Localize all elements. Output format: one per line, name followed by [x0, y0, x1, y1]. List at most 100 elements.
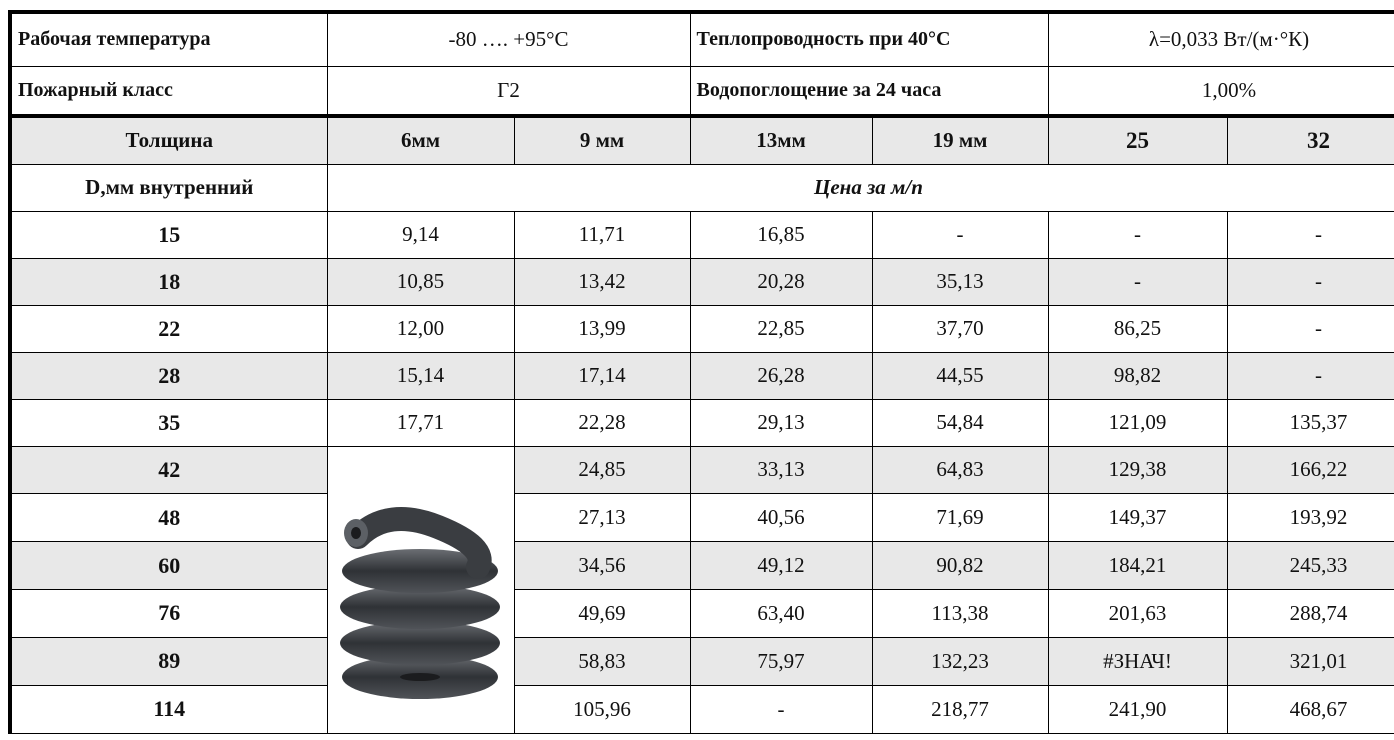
price: 49,12: [690, 542, 872, 590]
price: 86,25: [1048, 305, 1227, 352]
price: 26,28: [690, 352, 872, 399]
price: 17,14: [514, 352, 690, 399]
price: 218,77: [872, 685, 1048, 733]
price: 49,69: [514, 589, 690, 637]
diameter: 22: [10, 305, 327, 352]
spec-value: Г2: [327, 66, 690, 116]
price: -: [1227, 258, 1394, 305]
price: 135,37: [1227, 399, 1394, 446]
diameter: 60: [10, 542, 327, 590]
thickness-label: Толщина: [10, 116, 327, 164]
price: 44,55: [872, 352, 1048, 399]
price: -: [1048, 258, 1227, 305]
price: 37,70: [872, 305, 1048, 352]
price: #ЗНАЧ!: [1048, 637, 1227, 685]
price: 40,56: [690, 494, 872, 542]
price: 105,96: [514, 685, 690, 733]
price: -: [690, 685, 872, 733]
price: 149,37: [1048, 494, 1227, 542]
price: 29,13: [690, 399, 872, 446]
product-image: [327, 446, 514, 733]
price: 20,28: [690, 258, 872, 305]
price: 98,82: [1048, 352, 1227, 399]
price: 64,83: [872, 446, 1048, 494]
price: -: [1227, 305, 1394, 352]
price: 63,40: [690, 589, 872, 637]
thickness-header: 13мм: [690, 116, 872, 164]
price: -: [1227, 211, 1394, 258]
price: 15,14: [327, 352, 514, 399]
price: 245,33: [1227, 542, 1394, 590]
thickness-header: 19 мм: [872, 116, 1048, 164]
diameter: 48: [10, 494, 327, 542]
price: 241,90: [1048, 685, 1227, 733]
diameter: 114: [10, 685, 327, 733]
diameter-label: D,мм внутренний: [10, 164, 327, 211]
price: 33,13: [690, 446, 872, 494]
price: 113,38: [872, 589, 1048, 637]
diameter: 18: [10, 258, 327, 305]
price: 184,21: [1048, 542, 1227, 590]
price: 34,56: [514, 542, 690, 590]
price: 13,42: [514, 258, 690, 305]
price: 58,83: [514, 637, 690, 685]
price: -: [1048, 211, 1227, 258]
price: 90,82: [872, 542, 1048, 590]
spec-value: -80 …. +95°С: [327, 12, 690, 66]
price: 132,23: [872, 637, 1048, 685]
insulation-coil-icon: [328, 447, 515, 727]
price: 17,71: [327, 399, 514, 446]
price: 288,74: [1227, 589, 1394, 637]
price: -: [872, 211, 1048, 258]
thickness-header: 25: [1048, 116, 1227, 164]
price: 22,28: [514, 399, 690, 446]
thickness-header: 6мм: [327, 116, 514, 164]
price: 321,01: [1227, 637, 1394, 685]
price: 468,67: [1227, 685, 1394, 733]
spec-label: Теплопроводность при 40°С: [690, 12, 1048, 66]
price: 121,09: [1048, 399, 1227, 446]
price: 10,85: [327, 258, 514, 305]
diameter: 15: [10, 211, 327, 258]
diameter: 28: [10, 352, 327, 399]
spec-value: λ=0,033 Вт/(м·°К): [1048, 12, 1394, 66]
diameter: 35: [10, 399, 327, 446]
price: 201,63: [1048, 589, 1227, 637]
price: 54,84: [872, 399, 1048, 446]
page: Рабочая температура-80 …. +95°СТеплопров…: [0, 0, 1394, 740]
price: 193,92: [1227, 494, 1394, 542]
price: -: [1227, 352, 1394, 399]
price: 22,85: [690, 305, 872, 352]
price: 13,99: [514, 305, 690, 352]
spec-label: Водопоглощение за 24 часа: [690, 66, 1048, 116]
diameter: 89: [10, 637, 327, 685]
price: 16,85: [690, 211, 872, 258]
price: 24,85: [514, 446, 690, 494]
diameter: 76: [10, 589, 327, 637]
price: 27,13: [514, 494, 690, 542]
spec-value: 1,00%: [1048, 66, 1394, 116]
price: 12,00: [327, 305, 514, 352]
thickness-header: 9 мм: [514, 116, 690, 164]
thickness-header: 32: [1227, 116, 1394, 164]
diameter: 42: [10, 446, 327, 494]
price-label: Цена за м/п: [327, 164, 1394, 211]
price: 35,13: [872, 258, 1048, 305]
price: 9,14: [327, 211, 514, 258]
price: 75,97: [690, 637, 872, 685]
price: 11,71: [514, 211, 690, 258]
